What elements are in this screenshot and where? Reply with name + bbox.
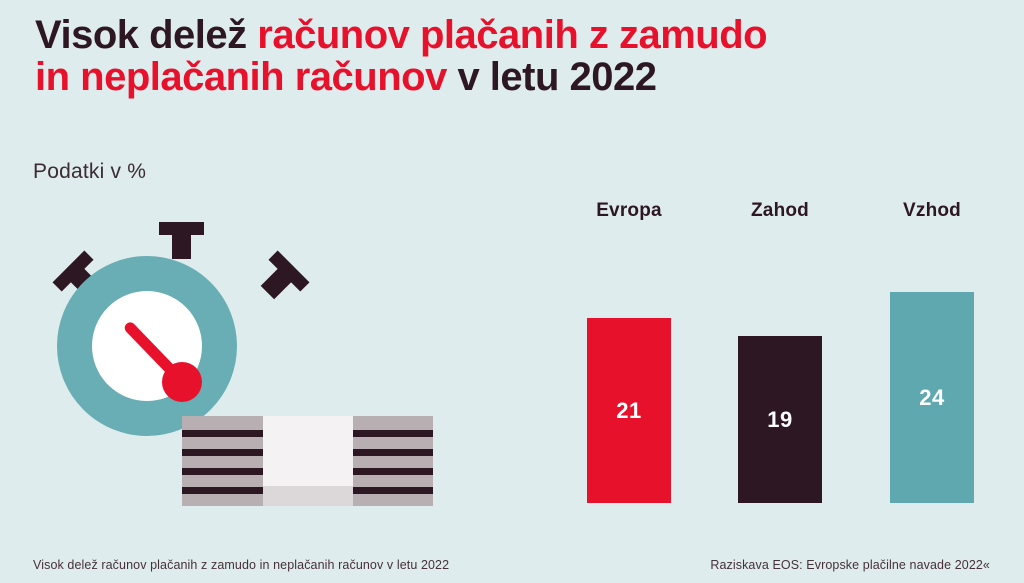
stopwatch-hand-icon: [122, 320, 186, 386]
bar-value-label: 24: [919, 384, 945, 410]
money-strap-shadow: [263, 486, 353, 506]
button-stem: [70, 268, 102, 300]
bar: 21: [587, 318, 671, 503]
bar-group: Zahod 19: [738, 198, 822, 503]
button-stem: [260, 268, 292, 300]
page-title: Visok delež računov plačanih z zamudo in …: [35, 14, 895, 98]
title-segment-red-1: računov plačanih z zamudo: [257, 13, 768, 57]
bar-group: Evropa 21: [587, 198, 671, 503]
button-cap: [52, 250, 94, 292]
bar-value-label: 21: [616, 397, 642, 423]
bar-group: Vzhod 24: [890, 198, 974, 503]
bar-chart: Evropa 21 Zahod 19 Vzhod 24: [560, 198, 990, 503]
bill-stack-left: [182, 416, 263, 506]
money-strap: [263, 416, 353, 486]
button-cap: [268, 250, 310, 292]
bar-value-label: 19: [767, 406, 793, 432]
stopwatch-top-button-icon: [159, 222, 204, 259]
bar-category-label: Vzhod: [903, 200, 961, 221]
footer-source-right: Raziskava EOS: Evropske plačilne navade …: [710, 558, 990, 572]
button-stem: [172, 234, 191, 259]
bar: 24: [890, 292, 974, 503]
bill-stripe: [353, 468, 433, 475]
bar-category-label: Zahod: [751, 200, 809, 221]
unit-label: Podatki v %: [33, 160, 147, 183]
bar: 19: [738, 336, 822, 503]
bill-stripe: [182, 487, 263, 494]
footer-source-left: Visok delež računov plačanih z zamudo in…: [33, 558, 450, 572]
stopwatch-right-button-icon: [252, 250, 310, 309]
bill-stripe: [353, 430, 433, 437]
button-cap: [159, 222, 204, 235]
title-segment-red-2: in neplačanih računov: [35, 55, 458, 99]
stopwatch-ring-icon: [57, 256, 237, 436]
bill-stack-right: [353, 416, 433, 506]
bill-stripe: [182, 468, 263, 475]
bill-stripe: [182, 449, 263, 456]
stopwatch-pivot-icon: [162, 362, 202, 402]
bill-stripe: [182, 430, 263, 437]
bill-stripe: [353, 487, 433, 494]
title-segment-dark-1: Visok delež: [35, 13, 258, 57]
stopwatch-left-button-icon: [52, 250, 111, 309]
money-stack-icon: [182, 416, 433, 506]
bar-category-label: Evropa: [596, 200, 662, 221]
bill-stripe: [353, 449, 433, 456]
title-segment-dark-2: v letu 2022: [457, 55, 657, 99]
